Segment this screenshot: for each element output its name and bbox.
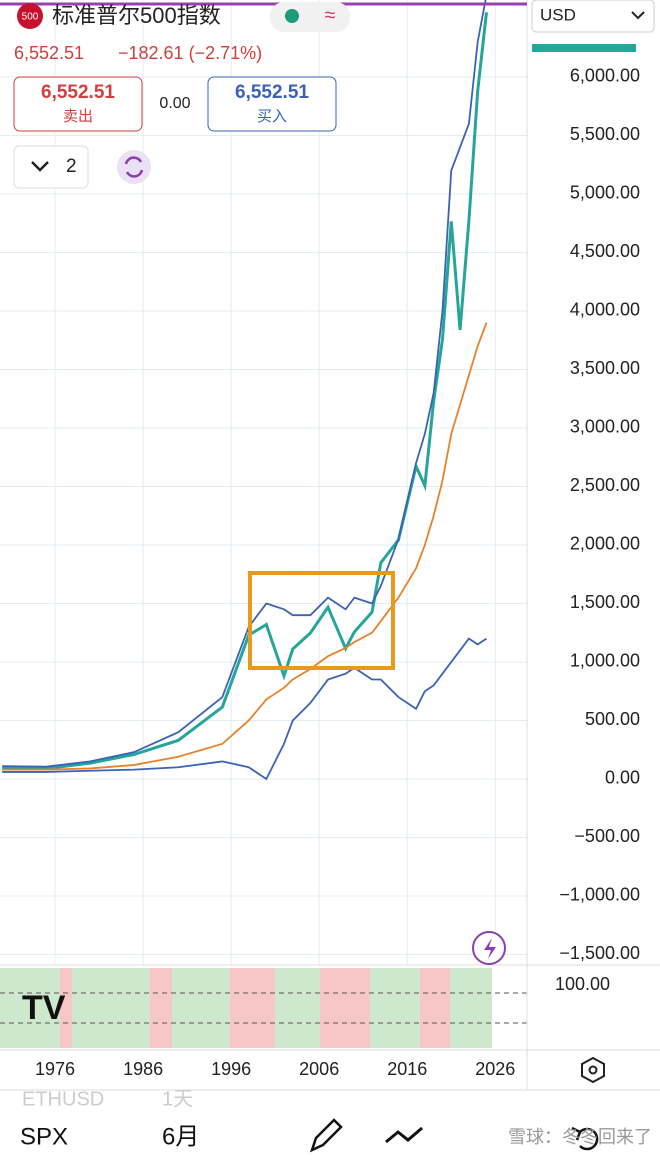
status-pill — [270, 2, 350, 32]
tv-logo: TV — [22, 989, 66, 1027]
sell-button[interactable] — [13, 76, 143, 132]
faded-interval: 1天 — [162, 1088, 193, 1110]
line-tool[interactable] — [385, 1126, 423, 1144]
status-dot — [285, 9, 299, 23]
x-tick-label: 1976 — [35, 1059, 75, 1079]
y-tick-label: −1,000.00 — [559, 885, 640, 905]
y-tick-label: −1,500.00 — [559, 943, 640, 963]
interval[interactable]: 6月 — [162, 1123, 199, 1150]
layout-count: 2 — [66, 156, 77, 177]
indicator-shade — [320, 968, 370, 1048]
indicator-shade — [230, 968, 275, 1048]
indicator-shade — [60, 968, 72, 1048]
y-tick-label: 1,000.00 — [570, 651, 640, 671]
indicator-tick-label: 100.00 — [555, 974, 610, 994]
chevron — [31, 161, 49, 172]
logo-text: 500 — [22, 12, 39, 23]
buy-button[interactable] — [207, 76, 337, 132]
x-tick-label: 2026 — [475, 1059, 515, 1079]
series-line — [2, 12, 488, 770]
faded-symbol: ETHUSD — [22, 1088, 104, 1110]
buy-label: 买入 — [257, 108, 287, 125]
settings-icon[interactable] — [581, 1056, 605, 1084]
y-tick-label: 6,000.00 — [570, 66, 640, 86]
series-line — [2, 0, 487, 768]
y-tick-label: 0.00 — [605, 768, 640, 788]
x-tick-label: 1986 — [123, 1059, 163, 1079]
y-tick-label: 2,000.00 — [570, 534, 640, 554]
refresh-button[interactable] — [117, 150, 151, 184]
indicator-shade — [420, 968, 450, 1048]
y-tick-label: 1,500.00 — [570, 592, 640, 612]
status-icon: ≈ — [325, 4, 336, 26]
series-line — [2, 637, 487, 781]
symbol[interactable]: SPX — [20, 1123, 68, 1150]
x-tick-label: 2016 — [387, 1059, 427, 1079]
price: 6,552.51 — [14, 43, 84, 63]
y-tick-label: 5,500.00 — [570, 124, 640, 144]
chevron — [631, 11, 645, 20]
y-tick-label: 3,500.00 — [570, 358, 640, 378]
sell-label: 卖出 — [63, 108, 93, 125]
spread: 0.00 — [159, 95, 190, 112]
y-tick-label: 4,000.00 — [570, 300, 640, 320]
alert-icon — [484, 938, 496, 959]
highlight-box — [248, 571, 395, 670]
x-tick-label: 2006 — [299, 1059, 339, 1079]
series-line — [2, 322, 488, 771]
y-tick-label: 2,500.00 — [570, 475, 640, 495]
y-tick-label: 3,000.00 — [570, 417, 640, 437]
sell-price: 6,552.51 — [41, 82, 115, 103]
layout-select[interactable] — [13, 145, 89, 189]
undo-button[interactable] — [571, 1126, 599, 1151]
y-tick-label: 4,500.00 — [570, 241, 640, 261]
price-marker — [532, 44, 636, 52]
change: −182.61 (−2.71%) — [118, 43, 262, 63]
x-tick-label: 1996 — [211, 1059, 251, 1079]
refresh-icon — [124, 156, 144, 178]
currency: USD — [540, 5, 576, 24]
y-tick-label: 500.00 — [585, 709, 640, 729]
indicator-shade — [150, 968, 172, 1048]
draw-tool[interactable] — [309, 1118, 343, 1153]
settings-dot — [588, 1065, 598, 1075]
title: 标准普尔500指数 — [52, 3, 221, 28]
buy-price: 6,552.51 — [235, 82, 309, 103]
y-tick-label: 5,000.00 — [570, 183, 640, 203]
currency-select[interactable] — [531, 0, 655, 33]
y-tick-label: −500.00 — [574, 826, 640, 846]
watermark: 雪球：冬冬回来了 — [508, 1127, 652, 1147]
logo — [17, 3, 43, 29]
